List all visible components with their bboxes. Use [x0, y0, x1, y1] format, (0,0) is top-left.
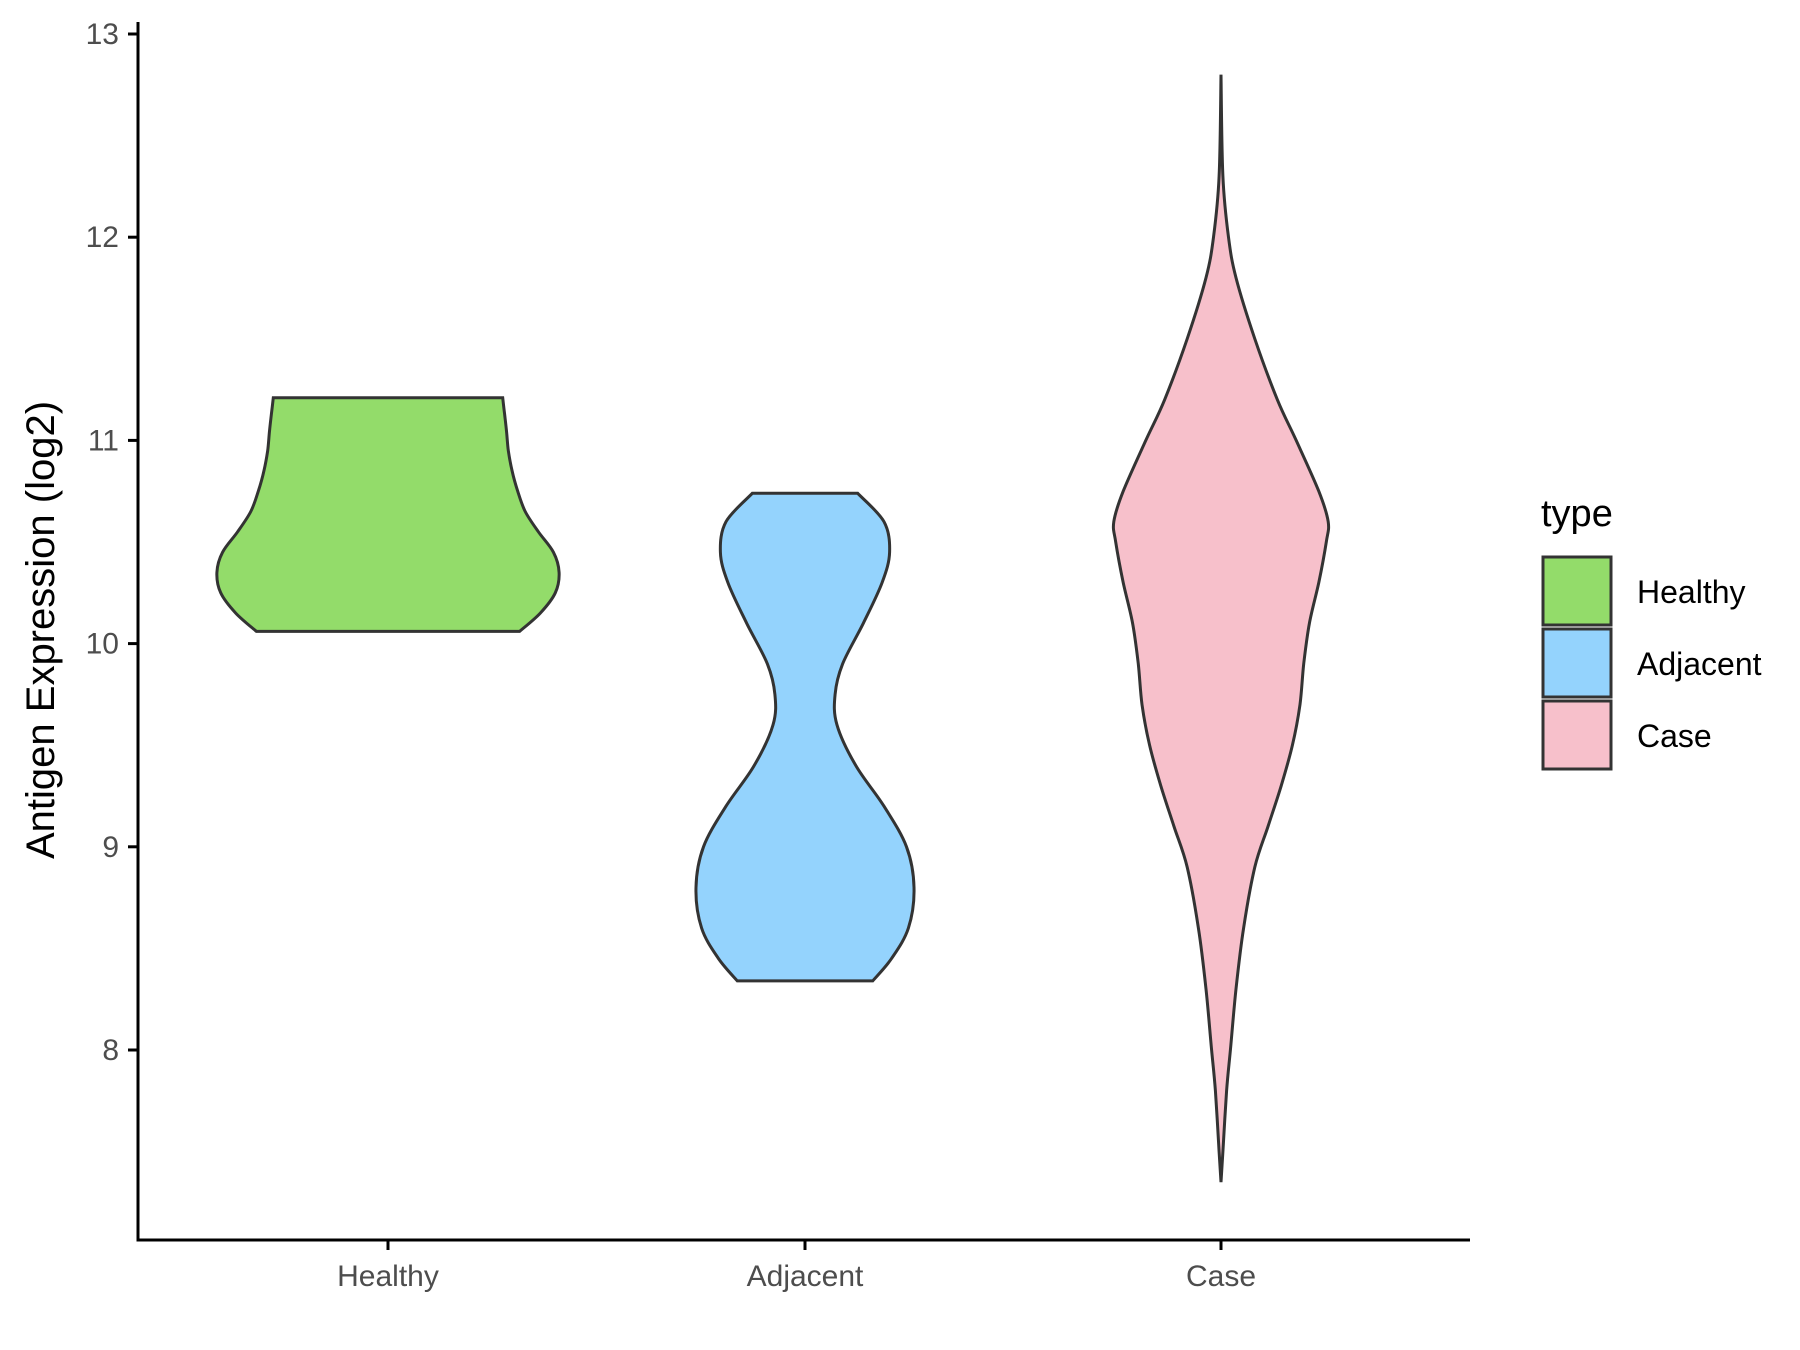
y-tick-label: 11: [88, 424, 119, 457]
violin-adjacent: [694, 491, 916, 983]
x-tick-label: Adjacent: [747, 1260, 864, 1293]
y-tick-label: 8: [102, 1034, 119, 1067]
legend: type Healthy Adjacent Case: [1541, 493, 1762, 771]
legend-key-adjacent: [1541, 627, 1613, 699]
y-tick-label: 10: [86, 628, 119, 661]
legend-label-adjacent: Adjacent: [1637, 646, 1762, 682]
legend-label-healthy: Healthy: [1637, 574, 1746, 610]
violin-case: [1111, 74, 1331, 1183]
y-tick-label: 13: [86, 18, 119, 51]
y-axis-label: Antigen Expression (log2): [19, 401, 63, 859]
legend-key-case: [1541, 699, 1613, 771]
x-tick-label: Case: [1186, 1260, 1256, 1293]
y-tick-label: 12: [86, 221, 119, 254]
x-axis-ticks: Healthy Adjacent Case: [337, 1240, 1256, 1293]
legend-key-healthy: [1541, 555, 1613, 627]
x-tick-label: Healthy: [337, 1260, 439, 1293]
violin-healthy: [215, 396, 561, 633]
legend-title: type: [1541, 493, 1613, 535]
y-axis-ticks: 8 9 10 11 12 13: [86, 18, 138, 1067]
y-tick-label: 9: [102, 831, 119, 864]
violins-group: [215, 74, 1331, 1183]
legend-label-case: Case: [1637, 718, 1712, 754]
